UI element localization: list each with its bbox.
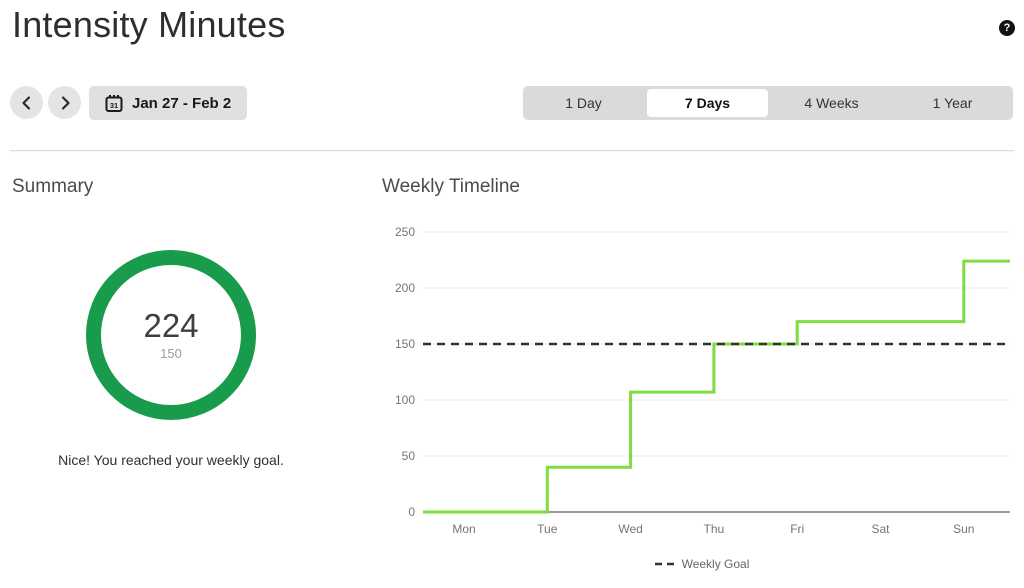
svg-text:Tue: Tue	[537, 522, 558, 536]
svg-text:31: 31	[110, 101, 118, 110]
question-mark-icon: ?	[1003, 22, 1011, 34]
chart-legend: Weekly Goal	[388, 557, 1016, 571]
svg-text:Sat: Sat	[871, 522, 890, 536]
previous-week-button[interactable]	[10, 86, 43, 119]
next-week-button[interactable]	[48, 86, 81, 119]
view-tabs: 1 Day 7 Days 4 Weeks 1 Year	[523, 86, 1013, 120]
tab-7-days[interactable]: 7 Days	[647, 89, 768, 117]
svg-text:Fri: Fri	[790, 522, 804, 536]
chevron-left-icon	[21, 95, 30, 110]
header-divider	[10, 150, 1014, 151]
summary-heading: Summary	[12, 176, 94, 197]
weekly-timeline-chart-container: 0 50 100 150 200 250 Mon Tue Wed Thu Fri Sat Sun	[388, 222, 1024, 542]
svg-text:200: 200	[395, 281, 415, 295]
svg-text:Thu: Thu	[704, 522, 725, 536]
svg-text:50: 50	[402, 449, 416, 463]
svg-text:Mon: Mon	[452, 522, 475, 536]
svg-text:Sun: Sun	[953, 522, 974, 536]
tab-1-year[interactable]: 1 Year	[932, 95, 973, 111]
goal-progress-ring: 224 150	[86, 250, 256, 420]
dashed-line-legend-icon	[654, 562, 675, 566]
weekly-goal-value: 150	[160, 346, 182, 361]
weekly-timeline-chart: 0 50 100 150 200 250 Mon Tue Wed Thu Fri Sat Sun	[395, 225, 1010, 536]
goal-message: Nice! You reached your weekly goal.	[58, 452, 284, 468]
svg-text:150: 150	[395, 337, 415, 351]
calendar-icon: 31	[105, 94, 123, 112]
help-button[interactable]: ?	[999, 20, 1015, 36]
svg-text:100: 100	[395, 393, 415, 407]
page-title: Intensity Minutes	[12, 4, 286, 45]
svg-text:0: 0	[408, 505, 415, 519]
date-range-picker[interactable]: 31 Jan 27 - Feb 2	[89, 86, 248, 120]
weekly-timeline-heading: Weekly Timeline	[382, 176, 520, 197]
tab-1-day[interactable]: 1 Day	[565, 95, 602, 111]
chevron-right-icon	[61, 95, 70, 110]
legend-label: Weekly Goal	[681, 557, 750, 571]
svg-text:250: 250	[395, 225, 415, 239]
date-range-label: Jan 27 - Feb 2	[132, 94, 232, 112]
tab-4-weeks[interactable]: 4 Weeks	[804, 95, 859, 111]
svg-text:Wed: Wed	[618, 522, 642, 536]
intensity-minutes-value: 224	[143, 307, 199, 344]
